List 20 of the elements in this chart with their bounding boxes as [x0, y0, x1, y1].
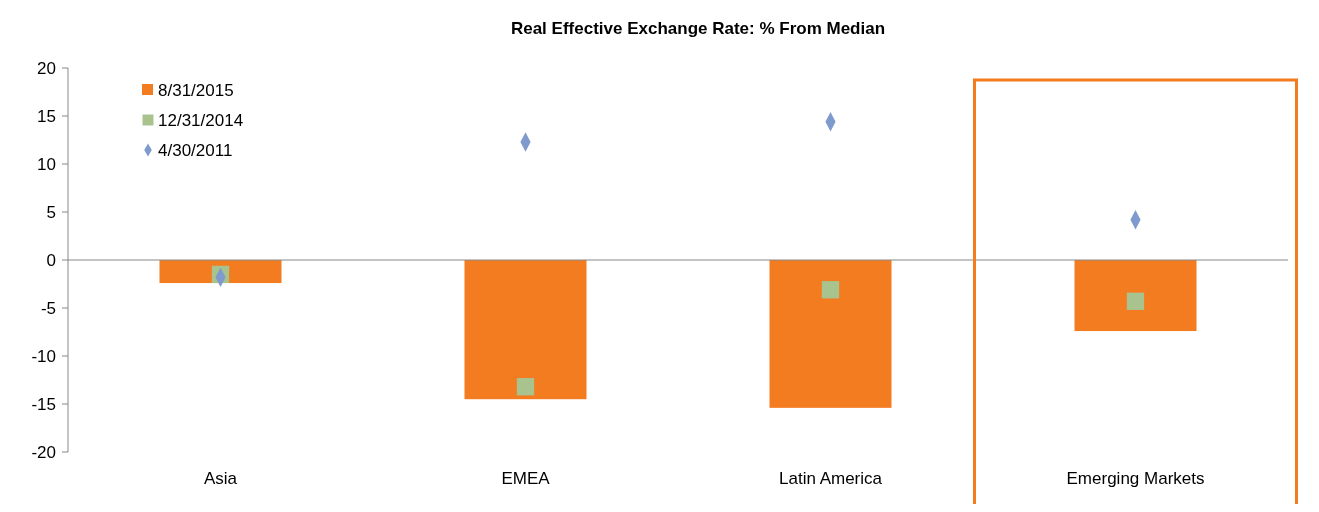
point [821, 281, 840, 299]
x-tick-label: Asia [203, 469, 238, 488]
x-tick-label: Latin America [779, 469, 883, 488]
y-tick-label: -10 [31, 346, 56, 366]
legend-label: 8/31/2015 [158, 80, 234, 100]
legend-label: 12/31/2014 [158, 110, 244, 130]
y-tick-label: -20 [31, 442, 56, 462]
y-tick-label: -5 [40, 298, 56, 318]
x-tick-label: EMEA [501, 469, 551, 488]
point [1126, 292, 1145, 310]
y-tick-label: 15 [37, 106, 56, 126]
chart-title: Real Effective Exchange Rate: % From Median [510, 19, 886, 38]
y-tick-label: 0 [46, 250, 56, 270]
point [516, 378, 535, 396]
legend-label: 4/30/2011 [158, 140, 233, 160]
y-tick-label: 20 [37, 58, 56, 78]
y-tick-label: 10 [37, 154, 56, 174]
y-tick-label: -15 [31, 394, 56, 414]
y-tick-label: 5 [46, 202, 56, 222]
x-tick-label: Emerging Markets [1066, 469, 1205, 488]
